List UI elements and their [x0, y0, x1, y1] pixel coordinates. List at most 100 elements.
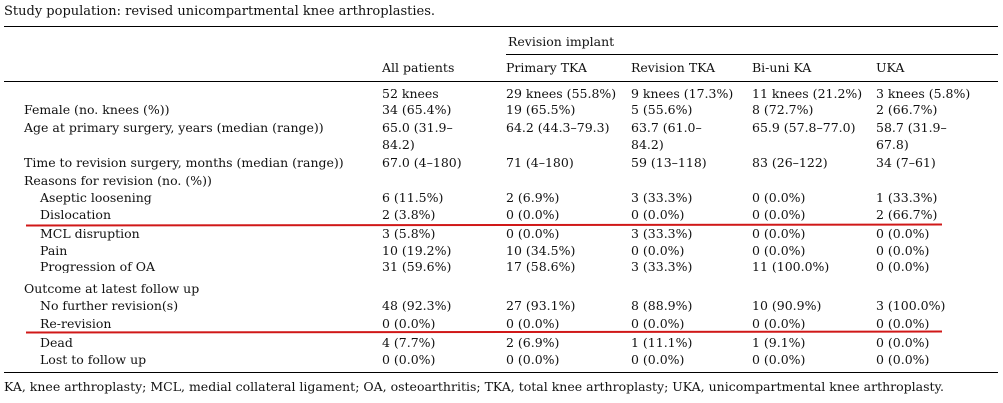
table-cell: 0 (0.0%): [752, 316, 806, 331]
table-cell: 48 (92.3%): [382, 298, 452, 313]
table-cell: 84.2): [631, 137, 664, 152]
table-cell: 6 (11.5%): [382, 190, 444, 205]
table-cell: 0 (0.0%): [382, 316, 436, 331]
table-cell: 0 (0.0%): [752, 226, 806, 241]
table-cell: 0 (0.0%): [876, 316, 930, 331]
table-cell: 0 (0.0%): [506, 226, 560, 241]
table-row-pain: Pain 10 (19.2%) 10 (34.5%) 0 (0.0%) 0 (0…: [0, 243, 1003, 262]
table-cell: 0 (0.0%): [631, 316, 685, 331]
table-row-reasons-heading: Reasons for revision (no. (%)): [0, 173, 1003, 192]
table-cell: 64.2 (44.3–79.3): [506, 120, 610, 135]
table-cell: 65.0 (31.9–: [382, 120, 453, 135]
row-label: Dislocation: [40, 207, 112, 222]
row-label: Aseptic loosening: [40, 190, 152, 205]
table-cell: 9 knees (17.3%): [631, 86, 734, 101]
table-cell: 0 (0.0%): [506, 316, 560, 331]
revision-implant-group-header: Revision implant: [508, 34, 615, 49]
table-cell: 2 (3.8%): [382, 207, 436, 222]
table-row-knee-counts: 52 knees 29 knees (55.8%) 9 knees (17.3%…: [0, 86, 1003, 105]
table-cell: 3 (33.3%): [631, 190, 693, 205]
row-label: Outcome at latest follow up: [24, 281, 200, 296]
table-caption: Study population: revised unicompartment…: [4, 4, 436, 19]
table-row-no-further-revision: No further revision(s) 48 (92.3%) 27 (93…: [0, 298, 1003, 317]
table-row-lost-to-follow-up: Lost to follow up 0 (0.0%) 0 (0.0%) 0 (0…: [0, 352, 1003, 371]
row-label: No further revision(s): [40, 298, 179, 313]
header-rule: [4, 81, 998, 82]
table-cell: 0 (0.0%): [876, 352, 930, 367]
table-cell: 34 (7–61): [876, 155, 936, 170]
table-cell: 59 (13–118): [631, 155, 707, 170]
table-cell: 0 (0.0%): [631, 243, 685, 258]
table-cell: 3 (100.0%): [876, 298, 946, 313]
row-label: Progression of OA: [40, 261, 156, 273]
row-label: Time to revision surgery, months (median…: [24, 155, 344, 170]
table-cell: 27 (93.1%): [506, 298, 576, 313]
table-cell: 63.7 (61.0–: [631, 120, 702, 135]
table-cell: 3 (33.3%): [631, 261, 693, 273]
revision-implant-rule: [506, 54, 998, 55]
table-cell: 83 (26–122): [752, 155, 828, 170]
table-row-dead: Dead 4 (7.7%) 2 (6.9%) 1 (11.1%) 1 (9.1%…: [0, 335, 1003, 354]
table-cell: 2 (66.7%): [876, 102, 938, 117]
table-cell: 0 (0.0%): [876, 261, 930, 273]
table-cell: 0 (0.0%): [382, 352, 436, 367]
table-cell: 58.7 (31.9–: [876, 120, 947, 135]
table-cell: 3 (33.3%): [631, 226, 693, 241]
table-footnote: KA, knee arthroplasty; MCL, medial colla…: [4, 379, 944, 394]
table-cell: 67.0 (4–180): [382, 155, 462, 170]
table-row-mcl-disruption: MCL disruption 3 (5.8%) 0 (0.0%) 3 (33.3…: [0, 226, 1003, 245]
table-cell: 0 (0.0%): [752, 352, 806, 367]
table-cell: 34 (65.4%): [382, 102, 452, 117]
bottom-rule: [4, 372, 998, 374]
table-cell: 2 (66.7%): [876, 207, 938, 222]
table-cell: 0 (0.0%): [752, 190, 806, 205]
table-cell: 0 (0.0%): [876, 335, 930, 350]
table-cell: 10 (19.2%): [382, 243, 452, 258]
table-cell: 10 (34.5%): [506, 243, 576, 258]
table-cell: 0 (0.0%): [506, 207, 560, 222]
table-cell: 29 knees (55.8%): [506, 86, 617, 101]
table-cell: 2 (6.9%): [506, 190, 560, 205]
table-row-age: Age at primary surgery, years (median (r…: [0, 120, 1003, 139]
table-row-re-revision: Re-revision 0 (0.0%) 0 (0.0%) 0 (0.0%) 0…: [0, 316, 1003, 335]
table-cell: 3 knees (5.8%): [876, 86, 971, 101]
table-row-female: Female (no. knees (%)) 34 (65.4%) 19 (65…: [0, 102, 1003, 121]
table-cell: 8 (72.7%): [752, 102, 814, 117]
table-row-progression-of-oa: Progression of OA 31 (59.6%) 17 (58.6%) …: [0, 261, 1003, 273]
table-cell: 8 (88.9%): [631, 298, 693, 313]
table-cell: 11 knees (21.2%): [752, 86, 863, 101]
table-cell: 17 (58.6%): [506, 261, 576, 273]
column-header-primary-tka: Primary TKA: [506, 60, 587, 75]
row-label: Lost to follow up: [40, 352, 147, 367]
table-cell: 19 (65.5%): [506, 102, 576, 117]
table-cell: 0 (0.0%): [752, 207, 806, 222]
table-cell: 3 (5.8%): [382, 226, 436, 241]
row-label: Age at primary surgery, years (median (r…: [24, 120, 324, 135]
table-cell: 1 (11.1%): [631, 335, 693, 350]
table-cell: 5 (55.6%): [631, 102, 693, 117]
table-row-time-to-revision: Time to revision surgery, months (median…: [0, 155, 1003, 174]
table-cell: 0 (0.0%): [876, 226, 930, 241]
table-cell: 2 (6.9%): [506, 335, 560, 350]
table-cell: 0 (0.0%): [631, 207, 685, 222]
table-cell: 52 knees: [382, 86, 439, 101]
table-cell: 11 (100.0%): [752, 261, 830, 273]
top-rule: [4, 26, 998, 28]
table-cell: 31 (59.6%): [382, 261, 452, 273]
row-label: MCL disruption: [40, 226, 140, 241]
table-cell: 4 (7.7%): [382, 335, 436, 350]
row-label: Female (no. knees (%)): [24, 102, 170, 117]
table-cell: 10 (90.9%): [752, 298, 822, 313]
table-cell: 0 (0.0%): [631, 352, 685, 367]
table-cell: 0 (0.0%): [506, 352, 560, 367]
table-row-age-continued: 84.2) 84.2) 67.8): [0, 137, 1003, 156]
table-row-dislocation: Dislocation 2 (3.8%) 0 (0.0%) 0 (0.0%) 0…: [0, 207, 1003, 226]
table-cell: 0 (0.0%): [752, 243, 806, 258]
row-label: Re-revision: [40, 316, 112, 331]
table-cell: 0 (0.0%): [876, 243, 930, 258]
table-row-aseptic-loosening: Aseptic loosening 6 (11.5%) 2 (6.9%) 3 (…: [0, 190, 1003, 209]
table-cell: 1 (33.3%): [876, 190, 938, 205]
row-label: Reasons for revision (no. (%)): [24, 173, 212, 188]
column-header-revision-tka: Revision TKA: [631, 60, 716, 75]
column-header-all-patients: All patients: [382, 60, 455, 75]
